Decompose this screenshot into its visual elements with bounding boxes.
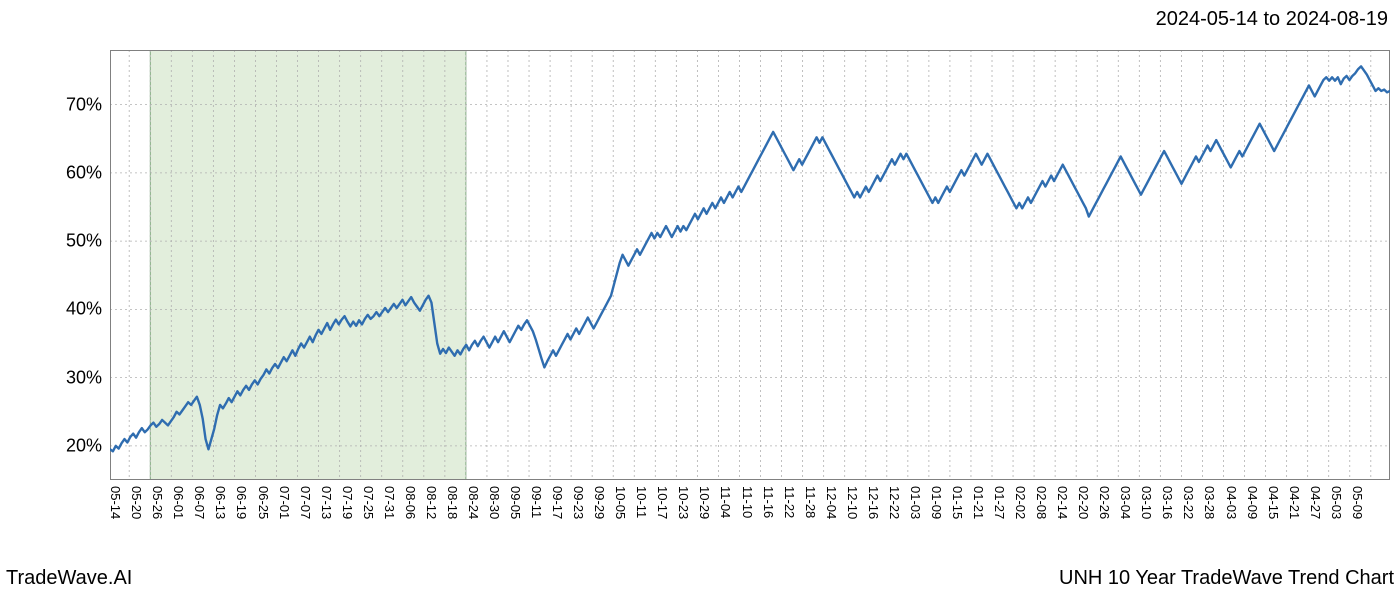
x-tick-label: 09-29 xyxy=(592,486,607,519)
y-tick-label: 40% xyxy=(66,299,102,320)
x-tick-label: 12-16 xyxy=(866,486,881,519)
x-tick-label: 05-03 xyxy=(1329,486,1344,519)
x-tick-label: 01-09 xyxy=(929,486,944,519)
chart-title: UNH 10 Year TradeWave Trend Chart xyxy=(1059,567,1394,590)
x-tick-label: 03-28 xyxy=(1202,486,1217,519)
x-tick-label: 03-16 xyxy=(1160,486,1175,519)
x-tick-label: 02-26 xyxy=(1097,486,1112,519)
highlight-band xyxy=(150,50,466,480)
x-tick-label: 01-21 xyxy=(971,486,986,519)
x-tick-label: 06-07 xyxy=(192,486,207,519)
line-chart-svg xyxy=(110,50,1390,480)
x-tick-label: 04-15 xyxy=(1266,486,1281,519)
x-tick-label: 02-20 xyxy=(1076,486,1091,519)
x-tick-label: 08-06 xyxy=(403,486,418,519)
x-tick-label: 07-01 xyxy=(277,486,292,519)
x-tick-label: 05-14 xyxy=(108,486,123,519)
x-tick-label: 12-22 xyxy=(887,486,902,519)
x-tick-label: 02-02 xyxy=(1013,486,1028,519)
x-tick-label: 04-03 xyxy=(1224,486,1239,519)
x-tick-label: 01-27 xyxy=(992,486,1007,519)
x-tick-label: 09-17 xyxy=(550,486,565,519)
x-tick-label: 07-07 xyxy=(298,486,313,519)
x-tick-label: 12-10 xyxy=(845,486,860,519)
x-tick-label: 08-18 xyxy=(445,486,460,519)
y-tick-label: 50% xyxy=(66,231,102,252)
y-tick-label: 60% xyxy=(66,162,102,183)
x-tick-label: 08-24 xyxy=(466,486,481,519)
x-tick-label: 11-04 xyxy=(718,486,733,518)
x-tick-label: 02-08 xyxy=(1034,486,1049,519)
brand-label: TradeWave.AI xyxy=(6,567,132,590)
x-tick-label: 01-03 xyxy=(908,486,923,519)
y-tick-label: 20% xyxy=(66,435,102,456)
x-tick-label: 03-10 xyxy=(1139,486,1154,519)
x-tick-label: 02-14 xyxy=(1055,486,1070,519)
x-tick-label: 04-21 xyxy=(1287,486,1302,519)
x-tick-label: 10-17 xyxy=(655,486,670,519)
x-tick-label: 10-29 xyxy=(697,486,712,519)
x-tick-label: 10-05 xyxy=(613,486,628,519)
x-tick-label: 10-23 xyxy=(676,486,691,519)
date-range-label: 2024-05-14 to 2024-08-19 xyxy=(1156,8,1388,31)
x-tick-label: 11-16 xyxy=(761,486,776,518)
x-tick-label: 04-09 xyxy=(1245,486,1260,519)
x-tick-label: 05-09 xyxy=(1350,486,1365,519)
x-tick-label: 11-28 xyxy=(803,486,818,518)
x-tick-label: 08-30 xyxy=(487,486,502,519)
x-tick-label: 01-15 xyxy=(950,486,965,519)
x-tick-label: 07-25 xyxy=(361,486,376,519)
x-tick-label: 07-19 xyxy=(340,486,355,519)
x-tick-label: 07-31 xyxy=(382,486,397,519)
x-tick-label: 04-27 xyxy=(1308,486,1323,519)
x-tick-label: 06-19 xyxy=(234,486,249,519)
x-tick-label: 03-04 xyxy=(1118,486,1133,519)
x-tick-label: 09-11 xyxy=(529,486,544,518)
x-tick-label: 09-23 xyxy=(571,486,586,519)
x-tick-label: 05-20 xyxy=(129,486,144,519)
y-tick-label: 30% xyxy=(66,367,102,388)
x-tick-label: 05-26 xyxy=(150,486,165,519)
x-tick-label: 11-10 xyxy=(740,486,755,518)
x-tick-label: 03-22 xyxy=(1181,486,1196,519)
x-tick-label: 11-22 xyxy=(782,486,797,518)
x-tick-label: 09-05 xyxy=(508,486,523,519)
x-tick-label: 06-13 xyxy=(213,486,228,519)
y-tick-label: 70% xyxy=(66,94,102,115)
x-tick-label: 06-25 xyxy=(256,486,271,519)
chart-container: 2024-05-14 to 2024-08-19 20%30%40%50%60%… xyxy=(0,0,1400,600)
x-tick-label: 07-13 xyxy=(319,486,334,519)
x-tick-label: 08-12 xyxy=(424,486,439,519)
plot-area: 20%30%40%50%60%70%05-1405-2005-2606-0106… xyxy=(110,50,1390,480)
x-tick-label: 06-01 xyxy=(171,486,186,519)
x-tick-label: 12-04 xyxy=(824,486,839,519)
x-tick-label: 10-11 xyxy=(634,486,649,518)
